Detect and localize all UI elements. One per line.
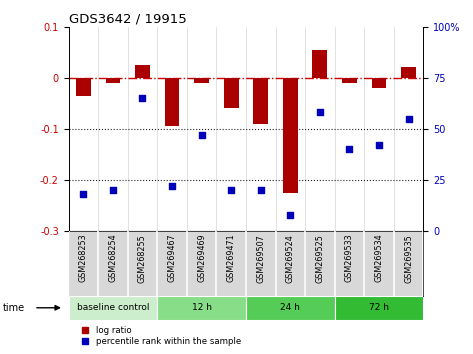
Bar [254, 78, 268, 124]
Text: GSM269535: GSM269535 [404, 234, 413, 282]
Bar [246, 231, 275, 296]
Text: GSM269507: GSM269507 [256, 234, 265, 282]
Text: GSM268253: GSM268253 [79, 234, 88, 282]
Bar [276, 231, 305, 296]
Point [257, 187, 264, 193]
Bar [187, 231, 216, 296]
Bar [157, 296, 246, 320]
Point [228, 187, 235, 193]
Text: GDS3642 / 19915: GDS3642 / 19915 [69, 12, 186, 25]
Point [139, 95, 146, 101]
Bar [105, 78, 120, 83]
Bar [283, 78, 298, 193]
Bar [313, 50, 327, 78]
Point [346, 147, 353, 152]
Point [316, 110, 324, 115]
Text: baseline control: baseline control [77, 303, 149, 312]
Point [109, 187, 117, 193]
Text: GSM269469: GSM269469 [197, 234, 206, 282]
Bar [401, 68, 416, 78]
Bar [165, 78, 179, 126]
Text: GSM269467: GSM269467 [167, 234, 176, 282]
Point [287, 212, 294, 218]
Text: GSM269525: GSM269525 [315, 234, 324, 282]
Bar [69, 296, 157, 320]
Text: GSM269471: GSM269471 [227, 234, 236, 282]
Bar [158, 231, 186, 296]
Bar [342, 78, 357, 83]
Text: time: time [2, 303, 25, 313]
Text: GSM269533: GSM269533 [345, 234, 354, 282]
Text: GSM268255: GSM268255 [138, 234, 147, 282]
Point [375, 142, 383, 148]
Bar [224, 78, 238, 108]
Bar [99, 231, 127, 296]
Text: GSM269534: GSM269534 [375, 234, 384, 282]
Bar [394, 231, 423, 296]
Text: GSM269524: GSM269524 [286, 234, 295, 282]
Point [198, 132, 205, 138]
Point [405, 116, 412, 121]
Bar [365, 231, 393, 296]
Bar [306, 231, 334, 296]
Text: 72 h: 72 h [369, 303, 389, 312]
Text: 12 h: 12 h [192, 303, 211, 312]
Legend: log ratio, percentile rank within the sample: log ratio, percentile rank within the sa… [73, 323, 245, 349]
Point [79, 192, 87, 197]
Bar [69, 231, 97, 296]
Bar [335, 231, 364, 296]
Point [168, 183, 176, 189]
Bar [194, 78, 209, 83]
Text: 24 h: 24 h [280, 303, 300, 312]
Bar [334, 296, 423, 320]
Bar [372, 78, 386, 88]
Text: GSM268254: GSM268254 [108, 234, 117, 282]
Bar [217, 231, 245, 296]
Bar [128, 231, 157, 296]
Bar [135, 65, 150, 78]
Bar [246, 296, 334, 320]
Bar [76, 78, 91, 96]
